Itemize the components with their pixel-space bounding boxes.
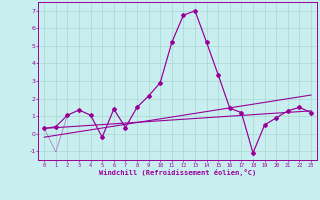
- X-axis label: Windchill (Refroidissement éolien,°C): Windchill (Refroidissement éolien,°C): [99, 169, 256, 176]
